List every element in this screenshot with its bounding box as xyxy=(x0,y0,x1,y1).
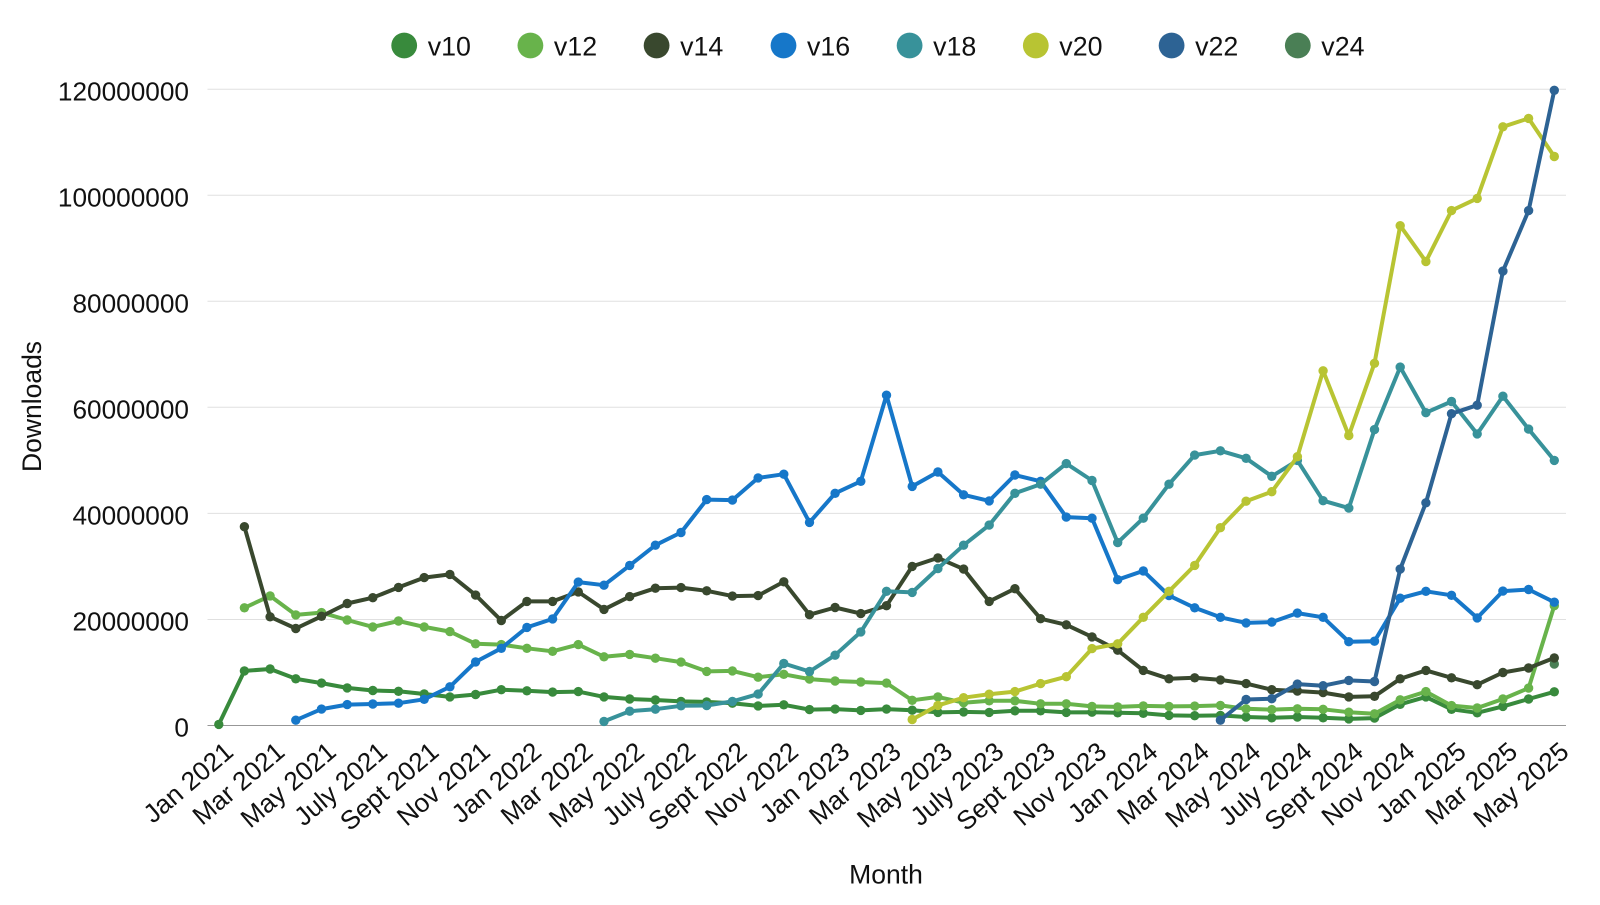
svg-text:v18: v18 xyxy=(933,31,976,61)
svg-text:40000000: 40000000 xyxy=(72,501,189,531)
svg-text:120000000: 120000000 xyxy=(58,76,189,106)
svg-text:v14: v14 xyxy=(680,31,723,61)
svg-text:80000000: 80000000 xyxy=(72,289,189,319)
svg-text:v10: v10 xyxy=(428,31,471,61)
svg-text:v12: v12 xyxy=(554,31,597,61)
svg-text:100000000: 100000000 xyxy=(58,182,189,212)
svg-text:v16: v16 xyxy=(807,31,850,61)
svg-text:v24: v24 xyxy=(1321,31,1364,61)
svg-text:0: 0 xyxy=(174,713,189,743)
svg-text:20000000: 20000000 xyxy=(72,607,189,637)
svg-text:60000000: 60000000 xyxy=(72,395,189,425)
svg-text:Downloads: Downloads xyxy=(17,341,47,472)
svg-text:v22: v22 xyxy=(1195,31,1238,61)
svg-text:v20: v20 xyxy=(1059,31,1102,61)
svg-text:Month: Month xyxy=(849,860,923,890)
